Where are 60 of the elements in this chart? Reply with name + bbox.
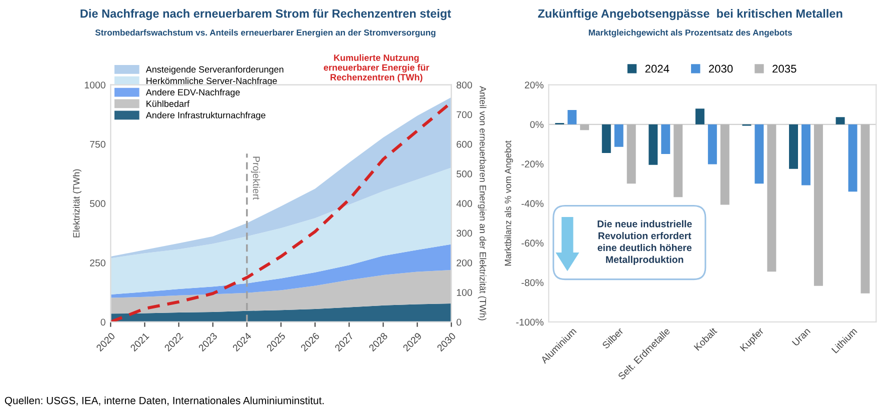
source-note: Quellen: USGS, IEA, interne Daten, Internationales Aluminiuminstitut. [4,396,324,406]
y-axis-title: Elektrizität (TWh) [72,169,82,238]
y-tick-label: 0% [530,121,544,128]
y-tick-label: -100% [516,318,544,326]
y-tick-label: 1000 [84,82,106,88]
y2-tick-label: 400 [456,200,472,208]
bar [568,110,577,124]
y2-tick-label: 500 [456,170,472,178]
y2-tick-label: 600 [456,140,472,148]
bar [767,124,776,272]
bar [602,124,611,154]
bar [648,124,658,165]
bar [848,124,858,192]
y2-tick-label: 700 [456,111,472,118]
bar [836,117,845,124]
legend-label: Herkömmliche Server-Nachfrage [146,77,277,86]
legend-label: Kühlbedarf [146,100,190,107]
y2-tick-label: 800 [456,82,472,88]
y-axis-title: Marktbilanz als % vom Angebot [504,140,513,266]
legend-label: 2035 [772,64,796,73]
legend-label: Ansteigende Serveranforderungen [146,66,284,74]
chart-subtitle: Marktgleichgewicht als Prozentsatz des Angebots [588,29,792,38]
bar [614,124,624,147]
y-tick-label: 750 [90,140,106,148]
bar [789,124,798,169]
legend-label: 2024 [645,64,670,73]
legend-label: Andere EDV-Nachfrage [146,88,240,98]
bar [695,108,704,124]
y-tick-label: -80% [522,279,544,286]
bar [661,124,670,154]
y2-tick-label: 200 [456,259,472,266]
y-tick-label: 20% [524,82,544,88]
ref-line-label: Projektiert [251,156,260,200]
y2-tick-label: 100 [456,289,472,296]
x-tick-label: Uran [792,328,811,346]
legend-label: Andere Infrastrukturnachfrage [146,112,266,120]
bar [708,124,717,164]
bar [626,124,636,184]
bar [801,124,810,186]
y2-axis-title: Anteil von erneuerbaren Energien an der Elektrizität (TWh) [478,86,486,320]
bar [674,124,683,198]
y-tick-label: -60% [522,240,544,247]
chart-subtitle: Strombedarfswachstum vs. Anteils erneuerbarer Energien an der Stromversorgung [95,29,436,38]
bar [754,124,764,184]
y-tick-label: 250 [90,259,106,266]
bar [814,124,823,286]
chart-title: Zukünftige Angebotsengpässe bei kritischen Metallen [538,9,842,20]
y2-tick-label: 300 [456,230,472,237]
bar [720,124,730,205]
bar [580,124,590,130]
text: Kumulierte Nutzung erneuerbarer Energie für Rechenzentren (TWh) [324,54,430,82]
chart-title: Die Nachfrage nach erneuerbarem Strom für Rechenzentren steigt [80,9,452,20]
bar [860,124,870,294]
y2-tick-label: 0 [456,318,462,326]
y-tick-label: 500 [90,200,106,208]
y-tick-label: -20% [522,160,544,168]
legend-label: 2030 [708,64,733,73]
annotation: Die neue industrielle Revolution erfordert eine deutlich höhere Metallproduktion [598,220,692,265]
y-tick-label: 0 [100,318,106,326]
y-tick-label: -40% [522,200,544,208]
